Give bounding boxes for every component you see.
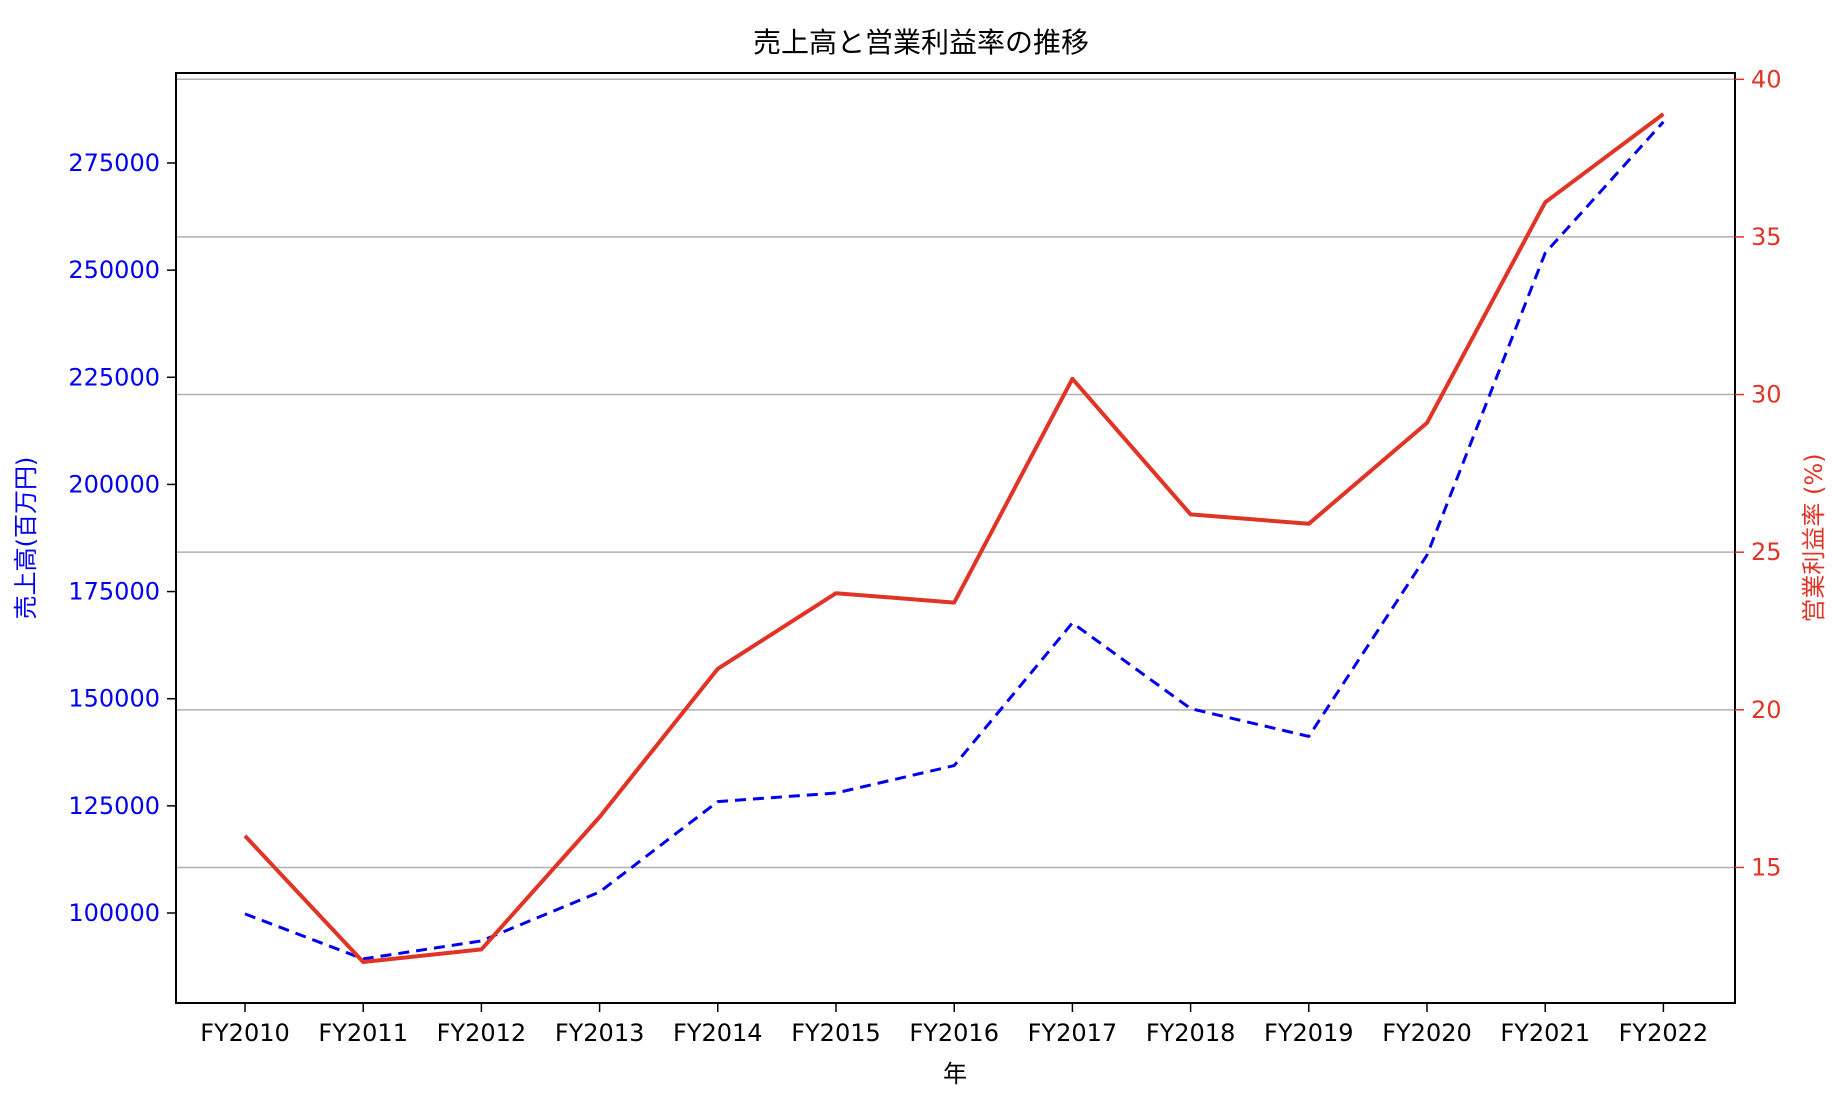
right-tick-label: 40 — [1751, 65, 1782, 93]
right-tick-label: 20 — [1751, 696, 1782, 724]
x-tick-label: FY2017 — [1028, 1019, 1118, 1047]
x-tick-label: FY2021 — [1500, 1019, 1590, 1047]
left-tick-label: 150000 — [68, 685, 160, 713]
left-tick-label: 125000 — [68, 792, 160, 820]
right-tick-label: 30 — [1751, 381, 1782, 409]
right-axis: 15 20 25 30 35 40 — [1735, 65, 1782, 881]
x-tick-label: FY2018 — [1146, 1019, 1236, 1047]
left-tick-label: 200000 — [68, 470, 160, 498]
sales-line — [244, 120, 1665, 961]
x-tick-label: FY2022 — [1619, 1019, 1709, 1047]
left-tick-label: 250000 — [68, 256, 160, 284]
x-tick-label: FY2012 — [437, 1019, 527, 1047]
x-tick-label: FY2010 — [200, 1019, 290, 1047]
margin-line — [243, 112, 1665, 964]
x-axis-label: 年 — [943, 1060, 967, 1088]
x-tick-label: FY2013 — [555, 1019, 645, 1047]
right-axis-label: 営業利益率 (%) — [1800, 453, 1828, 622]
right-tick-label: 15 — [1751, 853, 1782, 881]
x-tick-label: FY2020 — [1382, 1019, 1472, 1047]
x-tick-label: FY2019 — [1264, 1019, 1354, 1047]
x-tick-label: FY2014 — [673, 1019, 763, 1047]
left-tick-label: 225000 — [68, 363, 160, 391]
x-tick-label: FY2011 — [318, 1019, 408, 1047]
plot-frame — [175, 72, 1736, 1004]
x-axis: FY2010 FY2011 FY2012 FY2013 FY2014 FY2015 FY20… — [200, 1003, 1708, 1047]
x-tick-label: FY2015 — [791, 1019, 881, 1047]
left-axis-label: 売上高(百万円) — [12, 457, 40, 620]
left-tick-label: 275000 — [68, 149, 160, 177]
grid-layer — [176, 78, 1735, 869]
x-tick-label: FY2016 — [909, 1019, 999, 1047]
chart-title: 売上高と営業利益率の推移 — [753, 26, 1089, 59]
series-layer — [243, 112, 1665, 964]
left-tick-label: 100000 — [68, 899, 160, 927]
left-axis: 100000 125000 150000 175000 200000 225000 2500… — [68, 149, 176, 927]
left-tick-label: 175000 — [68, 578, 160, 606]
right-tick-label: 35 — [1751, 223, 1782, 251]
right-tick-label: 25 — [1751, 538, 1782, 566]
